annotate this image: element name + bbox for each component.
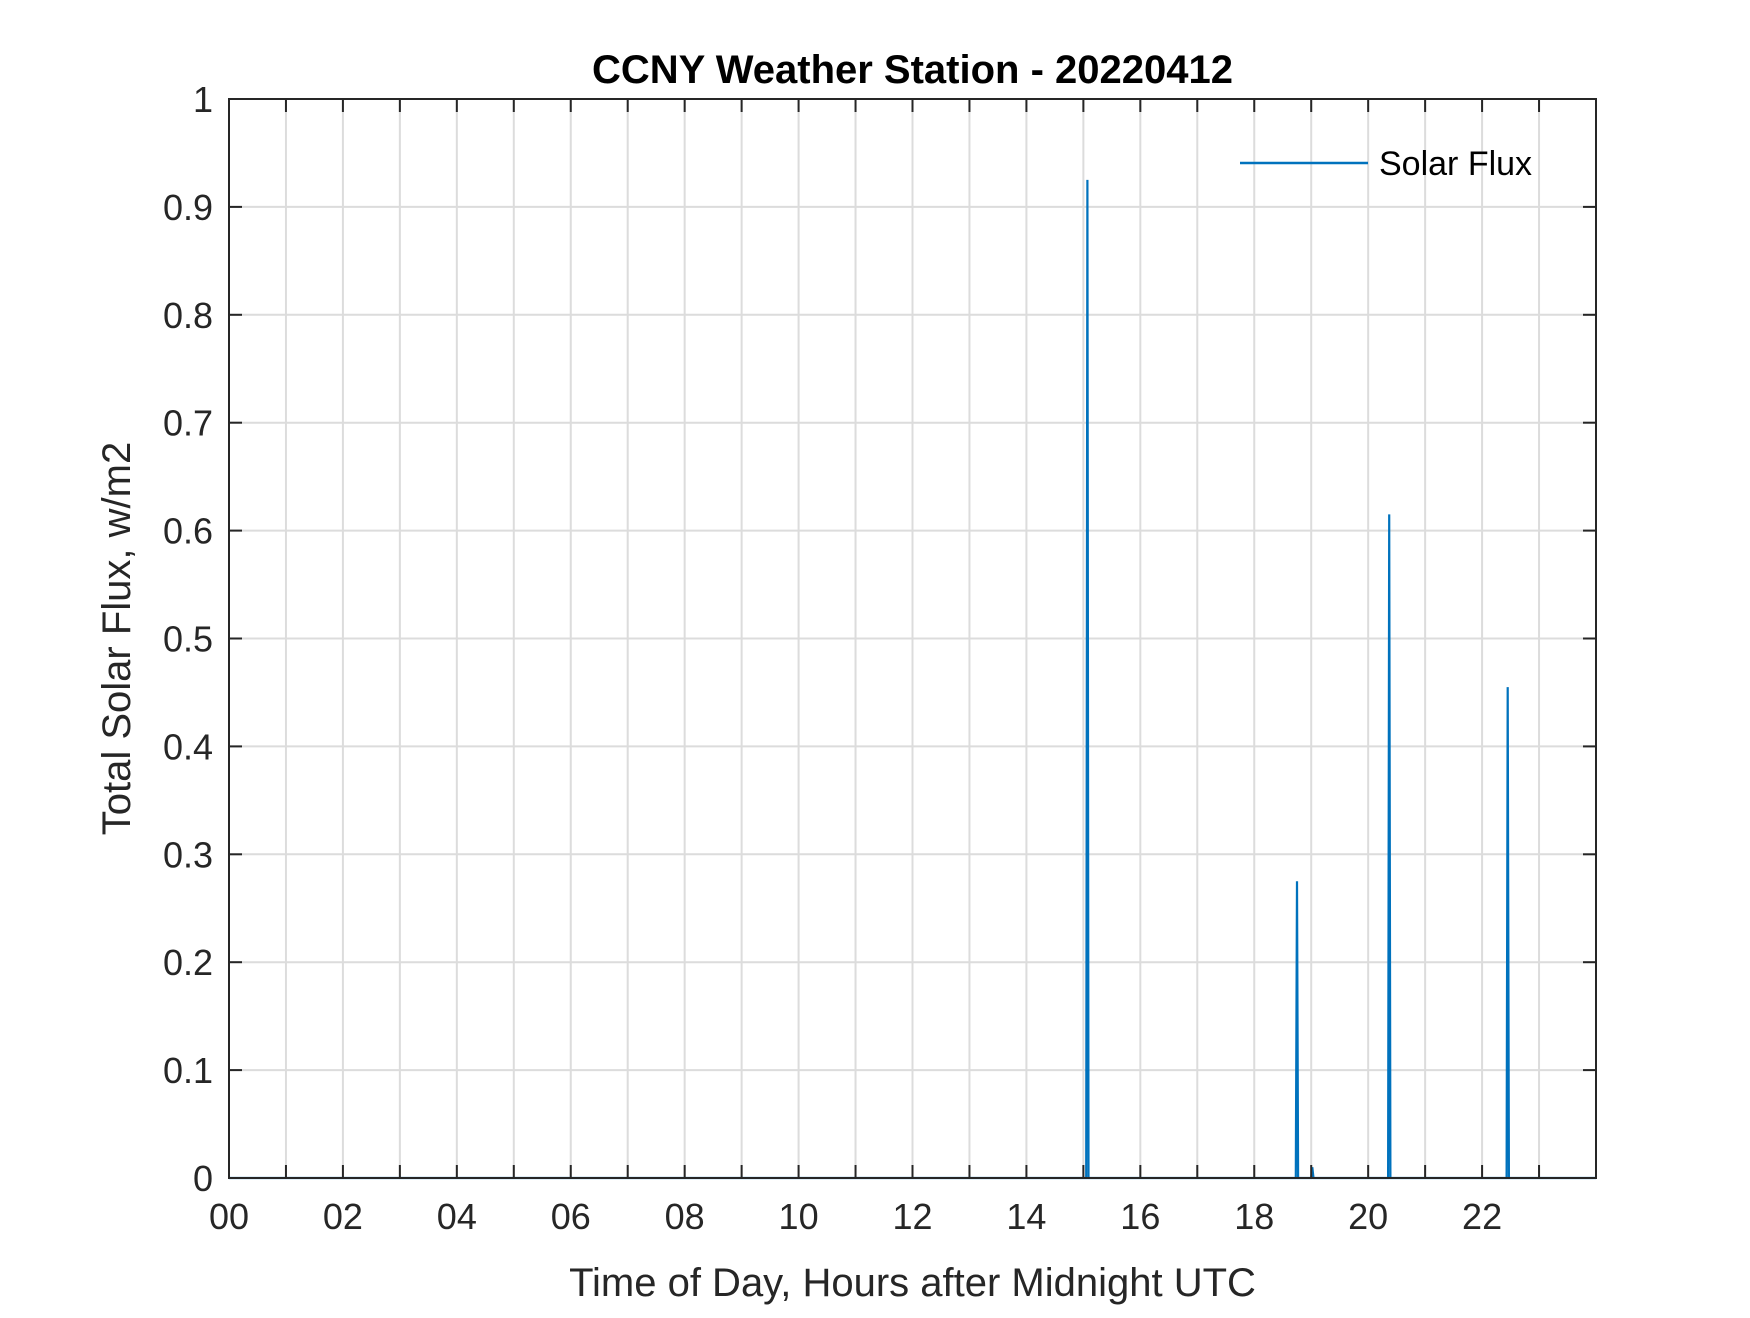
x-tick-label: 06 [551, 1196, 591, 1237]
y-tick-label: 0.4 [163, 726, 213, 767]
y-tick-labels: 0 0.1 0.2 0.3 0.4 0.5 0.6 0.7 0.8 0.9 1 [163, 79, 213, 1199]
x-tick-label: 08 [665, 1196, 705, 1237]
tick-marks [228, 98, 1596, 1179]
x-tick-labels: 00 02 04 06 08 10 12 14 16 18 20 22 [209, 1196, 1502, 1237]
x-tick-label: 12 [892, 1196, 932, 1237]
y-axis-label: Total Solar Flux, w/m2 [95, 442, 139, 835]
y-tick-label: 1 [193, 79, 213, 120]
y-tick-label: 0.8 [163, 295, 213, 336]
series-layer [229, 179, 1596, 1180]
y-tick-label: 0 [193, 1158, 213, 1199]
x-tick-label: 18 [1234, 1196, 1274, 1237]
y-tick-label: 0.1 [163, 1050, 213, 1091]
x-tick-label: 00 [209, 1196, 249, 1237]
x-tick-label: 04 [437, 1196, 477, 1237]
x-tick-label: 22 [1462, 1196, 1502, 1237]
y-tick-label: 0.2 [163, 942, 213, 983]
series-line-solar-flux [229, 179, 1596, 1180]
y-tick-label: 0.7 [163, 403, 213, 444]
x-tick-label: 02 [323, 1196, 363, 1237]
x-tick-label: 14 [1006, 1196, 1046, 1237]
chart-title: CCNY Weather Station - 20220412 [592, 48, 1233, 92]
x-axis-label: Time of Day, Hours after Midnight UTC [569, 1261, 1256, 1305]
y-tick-label: 0.6 [163, 511, 213, 552]
legend: Solar Flux [1240, 145, 1532, 183]
x-tick-label: 10 [779, 1196, 819, 1237]
x-tick-label: 20 [1348, 1196, 1388, 1237]
x-tick-label: 16 [1120, 1196, 1160, 1237]
y-tick-label: 0.9 [163, 187, 213, 228]
y-tick-label: 0.3 [163, 834, 213, 875]
y-tick-label: 0.5 [163, 619, 213, 660]
legend-label-solar-flux: Solar Flux [1379, 145, 1532, 183]
